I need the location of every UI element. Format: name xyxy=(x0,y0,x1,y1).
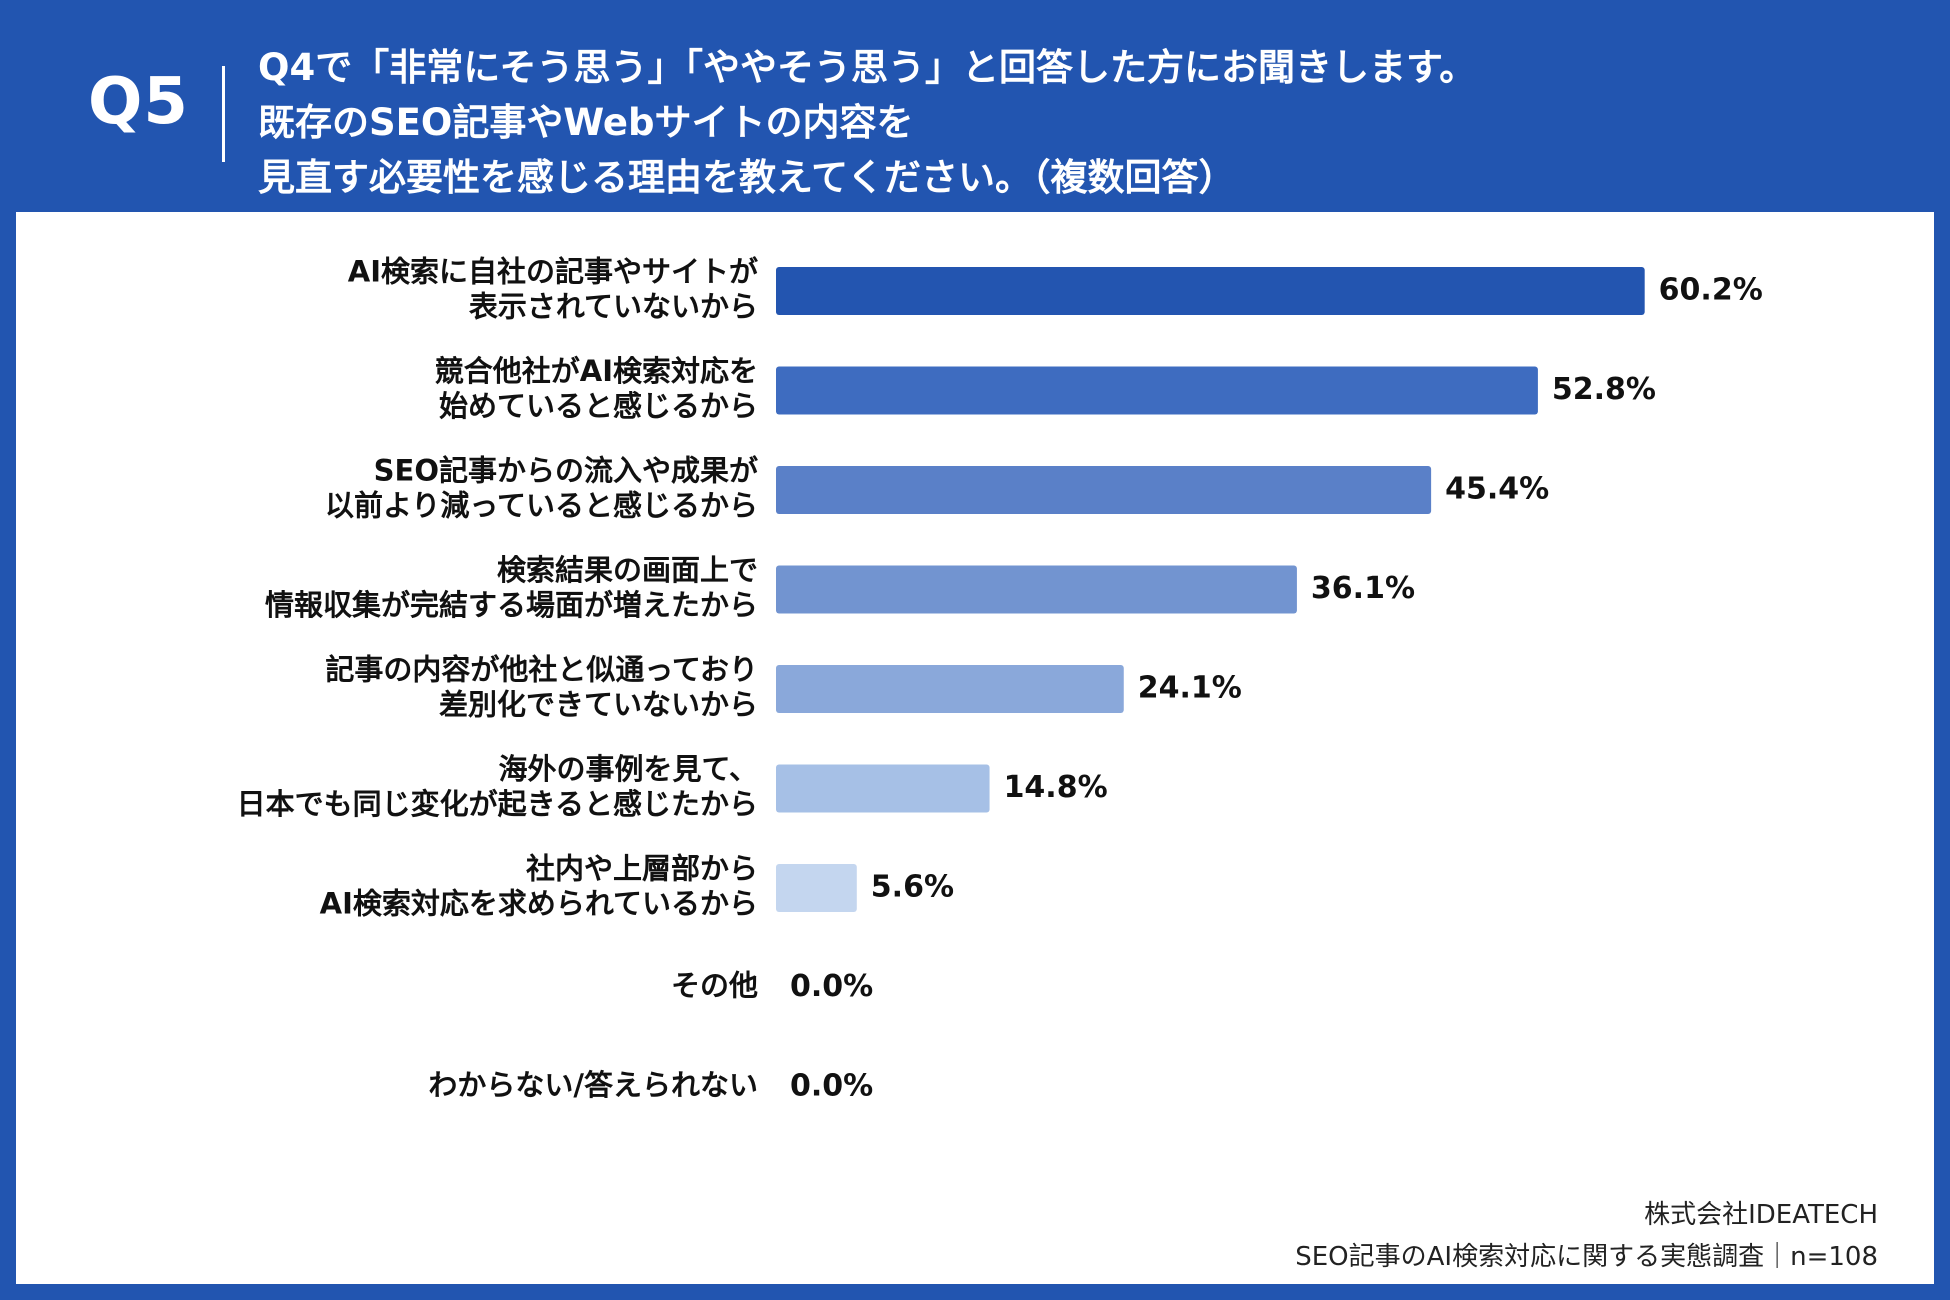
value-label: 60.2% xyxy=(1659,273,1763,308)
category-label: その他 xyxy=(671,969,758,1003)
value-label: 0.0% xyxy=(790,1069,873,1104)
question-line: 見直す必要性を感じる理由を教えてください。（複数回答） xyxy=(258,156,1236,199)
question-number: Q5 xyxy=(88,65,189,139)
category-label: 表示されていないから xyxy=(469,290,758,324)
bar xyxy=(776,864,857,912)
company-name: 株式会社IDEATECH xyxy=(1644,1200,1878,1230)
category-label: 競合他社がAI検索対応を xyxy=(435,354,758,388)
value-label: 14.8% xyxy=(1004,770,1108,805)
bar xyxy=(776,665,1124,713)
bar xyxy=(776,565,1297,614)
question-line: 既存のSEO記事やWebサイトの内容を xyxy=(258,101,914,144)
chart-footer: 株式会社IDEATECH SEO記事のAI検索対応に関する実態調査｜n=108 xyxy=(1295,1194,1878,1278)
category-label: 検索結果の画面上で xyxy=(497,553,758,587)
category-label: 海外の事例を見て、 xyxy=(498,752,758,786)
header-divider xyxy=(222,66,225,162)
value-label: 36.1% xyxy=(1311,571,1415,606)
category-label: AI検索に自社の記事やサイトが xyxy=(348,255,758,289)
category-label: 社内や上層部から xyxy=(526,852,758,886)
category-label: SEO記事からの流入や成果が xyxy=(374,454,758,488)
value-label: 45.4% xyxy=(1445,472,1549,507)
category-label: 差別化できていないから xyxy=(439,688,758,722)
category-label: わからない/答えられない xyxy=(428,1068,758,1102)
category-label: 日本でも同じ変化が起きると感じたから xyxy=(237,787,758,821)
category-label: 記事の内容が他社と似通っており xyxy=(325,653,758,687)
value-label: 24.1% xyxy=(1138,671,1242,706)
bar xyxy=(776,267,1645,315)
category-label: 情報収集が完結する場面が増えたから xyxy=(265,588,758,622)
bar xyxy=(776,466,1432,514)
value-label: 52.8% xyxy=(1552,372,1656,407)
bar xyxy=(776,764,990,813)
question-line: Q4で「非常にそう思う」「ややそう思う」と回答した方にお聞きします。 xyxy=(258,46,1477,89)
category-label: AI検索対応を求められているから xyxy=(320,887,758,921)
value-label: 0.0% xyxy=(790,969,873,1004)
value-label: 5.6% xyxy=(871,870,954,905)
question-text: Q4で「非常にそう思う」「ややそう思う」と回答した方にお聞きします。 既存のSE… xyxy=(258,40,1918,205)
category-label: 以前より減っていると感じるから xyxy=(325,489,758,523)
bar xyxy=(776,366,1538,415)
category-label: 始めていると感じるから xyxy=(439,389,758,423)
survey-source: SEO記事のAI検索対応に関する実態調査｜n=108 xyxy=(1295,1242,1878,1272)
chart-panel: AI検索に自社の記事やサイトが 表示されていないから 60.2% 競合他社がAI検索対… xyxy=(16,212,1934,1284)
question-header: Q5 Q4で「非常にそう思う」「ややそう思う」と回答した方にお聞きします。 既存… xyxy=(0,0,1950,212)
